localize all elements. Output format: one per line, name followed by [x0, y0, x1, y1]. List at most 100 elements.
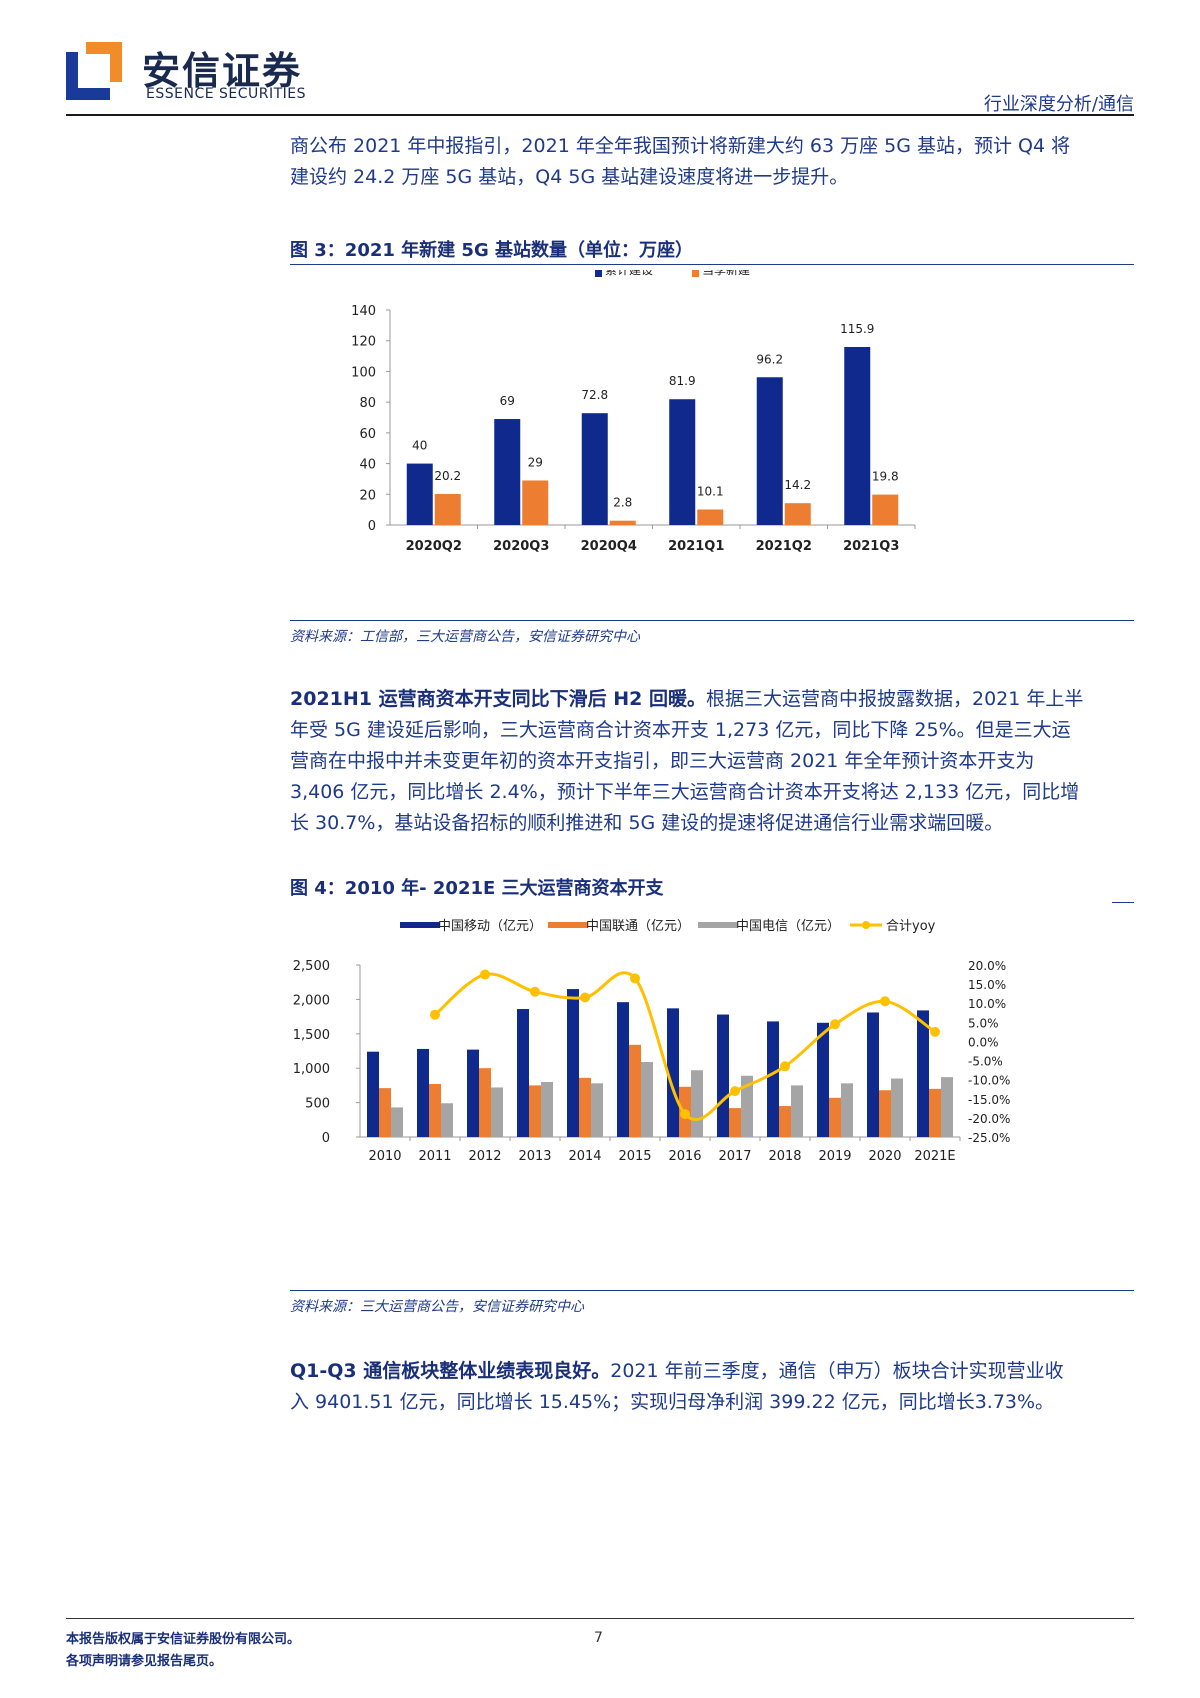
bar-china-unicom [579, 1077, 591, 1137]
x-tick-label: 2021Q3 [843, 539, 899, 554]
bar-china-telecom [541, 1081, 553, 1137]
x-tick-label: 2020Q2 [406, 539, 462, 554]
legend-label: 中国电信（亿元） [736, 919, 840, 934]
y2-tick-label: 0.0% [968, 1035, 999, 1049]
capex-line: 营商在中报中并未变更年初的资本开支指引，即三大运营商 2021 年全年预计资本开… [290, 750, 1035, 772]
y-tick-label: 140 [351, 304, 376, 319]
data-label: 72.8 [581, 388, 608, 402]
legend-swatch [692, 270, 699, 277]
legend-swatch [698, 922, 738, 928]
y2-tick-label: -10.0% [968, 1074, 1010, 1088]
bar-china-unicom [479, 1068, 491, 1137]
data-label: 14.2 [784, 478, 811, 492]
figure-4-source: 资料来源：三大运营商公告，安信证券研究中心 [290, 1299, 584, 1315]
x-tick-label: 2021Q1 [668, 539, 724, 554]
x-tick-label: 2021E [914, 1149, 955, 1164]
capex-line: 长 30.7%，基站设备招标的顺利推进和 5G 建设的提速将促进通信行业需求端回… [290, 812, 1004, 834]
performance-line: 2021 年前三季度，通信（申万）板块合计实现营业收 [610, 1360, 1064, 1382]
bar-china-unicom [779, 1106, 791, 1137]
legend-label: 累计建设 [605, 270, 653, 277]
yoy-point [880, 996, 890, 1007]
bar-china-unicom [529, 1085, 541, 1137]
bar-china-mobile [867, 1012, 879, 1137]
legend-label: 中国联通（亿元） [586, 919, 690, 934]
bar-china-telecom [891, 1078, 903, 1137]
bar-quarterly [434, 493, 461, 525]
y2-tick-label: -25.0% [968, 1131, 1010, 1145]
bar-china-mobile [667, 1008, 679, 1137]
x-tick-label: 2010 [368, 1149, 401, 1164]
bar-quarterly [784, 503, 811, 525]
y-tick-label: 2,500 [293, 959, 330, 974]
intro-line: 商公布 2021 年中报指引，2021 年全年我国预计将新建大约 63 万座 5… [290, 135, 1071, 157]
y2-tick-label: -5.0% [968, 1055, 1003, 1069]
yoy-point [630, 973, 640, 984]
x-tick-label: 2012 [468, 1149, 501, 1164]
bar-china-telecom [741, 1075, 753, 1137]
bar-cumulative [406, 463, 433, 525]
bar-china-telecom [641, 1062, 653, 1137]
brand-name-cn: 安信证券 [142, 49, 303, 93]
capex-headline: 2021H1 运营商资本开支同比下滑后 H2 回暖。 [290, 688, 706, 710]
y2-tick-label: 10.0% [968, 997, 1006, 1011]
x-tick-label: 2020 [868, 1149, 901, 1164]
figure-4-rule-mark [1112, 902, 1134, 903]
yoy-point [930, 1026, 940, 1037]
y-tick-label: 0 [322, 1131, 330, 1146]
bar-china-mobile [367, 1051, 379, 1137]
bar-china-unicom [729, 1108, 741, 1137]
bar-china-unicom [929, 1088, 941, 1137]
bar-quarterly [697, 509, 724, 525]
y-tick-label: 40 [359, 458, 376, 473]
legend-label: 中国移动（亿元） [438, 919, 542, 934]
bar-china-mobile [717, 1014, 729, 1137]
yoy-point [580, 992, 590, 1003]
bar-china-mobile [567, 989, 579, 1137]
bar-cumulative [581, 413, 608, 525]
figure-3-source: 资料来源：工信部，三大运营商公告，安信证券研究中心 [290, 629, 640, 645]
bar-china-telecom [491, 1087, 503, 1137]
intro-paragraph: 商公布 2021 年中报指引，2021 年全年我国预计将新建大约 63 万座 5… [290, 131, 1134, 193]
bar-china-unicom [829, 1097, 841, 1137]
figure-4-title: 图 4：2010 年- 2021E 三大运营商资本开支 [290, 878, 664, 899]
yoy-point [830, 1019, 840, 1030]
bar-china-mobile [417, 1048, 429, 1137]
figure-4-bottom-rule [290, 1290, 1134, 1291]
data-label: 96.2 [756, 352, 783, 366]
footer-copyright: 本报告版权属于安信证券股份有限公司。 [66, 1632, 301, 1647]
capex-line: 年受 5G 建设延后影响，三大运营商合计资本开支 1,273 亿元，同比下降 2… [290, 719, 1071, 741]
bar-china-unicom [629, 1044, 641, 1137]
bar-cumulative [494, 419, 521, 525]
capex-line: 3,406 亿元，同比增长 2.4%，预计下半年三大运营商合计资本开支将达 2,… [290, 781, 1080, 803]
x-tick-label: 2019 [818, 1149, 851, 1164]
data-label: 19.8 [872, 470, 899, 484]
bar-china-mobile [767, 1021, 779, 1137]
x-tick-label: 2017 [718, 1149, 751, 1164]
bar-china-telecom [441, 1103, 453, 1137]
yoy-point [430, 1009, 440, 1020]
legend-swatch [595, 270, 602, 277]
x-tick-label: 2015 [618, 1149, 651, 1164]
bar-cumulative [844, 347, 871, 525]
page-number: 7 [594, 1630, 603, 1646]
capex-paragraph: 2021H1 运营商资本开支同比下滑后 H2 回暖。根据三大运营商中报披露数据，… [290, 684, 1134, 839]
brand-logo [66, 42, 122, 100]
y2-tick-label: 15.0% [968, 978, 1006, 992]
data-label: 20.2 [434, 469, 461, 483]
legend-label: 合计yoy [886, 919, 936, 934]
performance-line: 入 9401.51 亿元，同比增长 15.45%；实现归母净利润 399.22 … [290, 1391, 1055, 1413]
intro-line: 建设约 24.2 万座 5G 基站，Q4 5G 基站建设速度将进一步提升。 [290, 166, 849, 188]
data-label: 29 [528, 455, 543, 469]
bar-china-unicom [379, 1088, 391, 1137]
x-tick-label: 2020Q4 [581, 539, 637, 554]
capex-line: 根据三大运营商中报披露数据，2021 年上半 [705, 688, 1084, 710]
bar-quarterly [522, 480, 549, 525]
x-tick-label: 2018 [768, 1149, 801, 1164]
figure-3-top-rule [290, 264, 1134, 265]
bar-china-mobile [467, 1049, 479, 1137]
performance-headline: Q1-Q3 通信板块整体业绩表现良好。 [290, 1360, 611, 1382]
x-tick-label: 2011 [418, 1149, 451, 1164]
bar-china-telecom [591, 1083, 603, 1137]
bar-china-telecom [841, 1083, 853, 1137]
bar-china-telecom [791, 1085, 803, 1137]
